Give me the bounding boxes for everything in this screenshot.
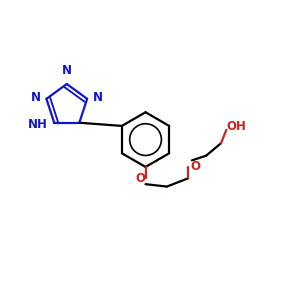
Text: O: O <box>190 160 200 173</box>
Text: N: N <box>93 91 103 104</box>
Text: N: N <box>31 91 40 104</box>
Text: O: O <box>135 172 145 185</box>
Text: N: N <box>62 64 72 77</box>
Text: OH: OH <box>227 120 247 133</box>
Text: NH: NH <box>28 118 48 131</box>
